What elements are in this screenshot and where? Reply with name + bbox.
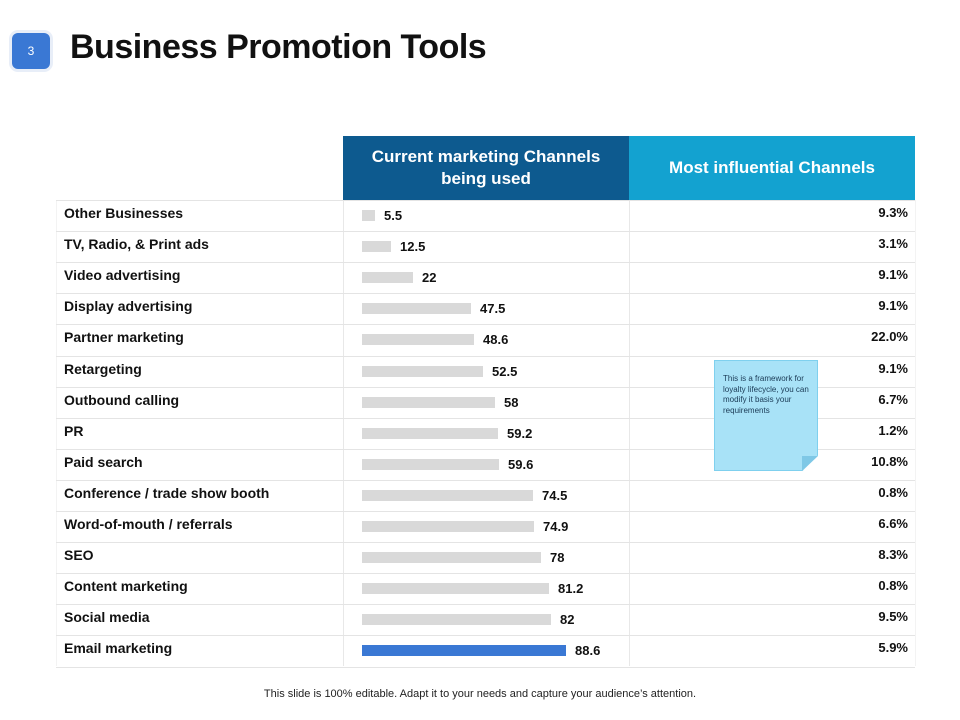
influential-percent: 0.8% [878,485,908,500]
bar [362,490,533,501]
bar-value-label: 22 [422,270,437,285]
influential-percent: 0.8% [878,578,908,593]
influential-percent: 9.1% [878,361,908,376]
bar [362,241,391,252]
row-label: Word-of-mouth / referrals [64,516,233,532]
row-label: Paid search [64,454,143,470]
row-label: Partner marketing [64,329,184,345]
bar-value-label: 58 [504,395,519,410]
header-influential-channels: Most influential Channels [629,136,915,200]
row-divider [56,635,915,636]
bar [362,583,549,594]
bar-value-label: 82 [560,612,575,627]
row-divider [56,356,915,357]
bar [362,366,483,377]
row-label: Retargeting [64,361,142,377]
influential-percent: 8.3% [878,547,908,562]
bar-value-label: 74.9 [543,519,569,534]
bar-value-label: 47.5 [480,301,506,316]
row-divider [56,604,915,605]
slide-title: Business Promotion Tools [70,28,487,66]
row-divider [56,480,915,481]
bar [362,645,566,656]
row-divider [56,449,915,450]
influential-percent: 9.5% [878,609,908,624]
row-label: TV, Radio, & Print ads [64,236,209,252]
row-divider [56,573,915,574]
bar [362,459,499,470]
column-separator [343,200,344,666]
bar-value-label: 59.2 [507,426,533,441]
bar [362,521,534,532]
influential-percent: 3.1% [878,236,908,251]
influential-percent: 9.3% [878,205,908,220]
bar-value-label: 88.6 [575,643,601,658]
bar [362,303,471,314]
bar-value-label: 74.5 [542,488,568,503]
sticky-note-text: This is a framework for loyalty lifecycl… [723,374,809,415]
row-divider [56,418,915,419]
bar-value-label: 78 [550,550,565,565]
column-separator [629,200,630,666]
bar [362,428,498,439]
bar [362,334,474,345]
row-divider [56,293,915,294]
bar [362,552,541,563]
footer-note: This slide is 100% editable. Adapt it to… [263,688,697,700]
row-divider [56,387,915,388]
bar [362,210,375,221]
page-number: 3 [27,44,35,58]
bar-value-label: 52.5 [492,364,518,379]
influential-percent: 10.8% [871,454,908,469]
influential-percent: 22.0% [871,329,908,344]
row-label: Outbound calling [64,392,180,408]
row-divider [56,542,915,543]
influential-percent: 9.1% [878,298,908,313]
row-divider [56,667,915,668]
header-current-channels: Current marketing Channels being used [343,136,629,200]
column-separator [56,200,57,666]
bar-value-label: 5.5 [384,208,403,223]
influential-percent: 6.6% [878,516,908,531]
sticky-note [714,360,818,471]
influential-percent: 6.7% [878,392,908,407]
row-divider [56,262,915,263]
influential-percent: 5.9% [878,640,908,655]
row-label: Conference / trade show booth [64,485,270,501]
row-divider [56,324,915,325]
row-label: Social media [64,609,150,625]
row-label: Email marketing [64,640,173,656]
bar-value-label: 81.2 [558,581,584,596]
influential-percent: 9.1% [878,267,908,282]
column-separator [915,200,916,666]
row-label: PR [64,423,84,439]
row-divider [56,231,915,232]
row-label: Video advertising [64,267,181,283]
bar-value-label: 59.6 [508,457,534,472]
bar-value-label: 12.5 [400,239,426,254]
bar [362,614,551,625]
row-label: SEO [64,547,94,563]
bar [362,397,495,408]
row-label: Content marketing [64,578,188,594]
row-label: Other Businesses [64,205,184,221]
row-divider [56,511,915,512]
row-divider [56,200,915,201]
page-number-badge: 3 [12,33,50,69]
influential-percent: 1.2% [878,423,908,438]
row-label: Display advertising [64,298,193,314]
bar [362,272,413,283]
bar-value-label: 48.6 [483,332,509,347]
